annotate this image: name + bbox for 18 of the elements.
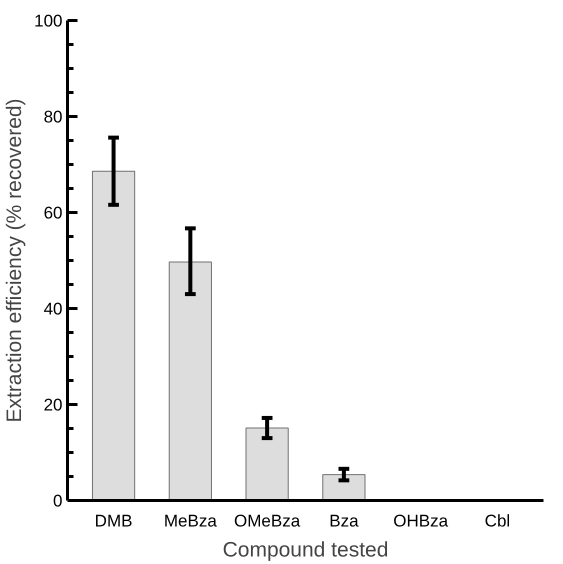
y-axis-title: Extraction efficiency (% recovered) — [3, 98, 26, 423]
x-tick-label: OHBza — [393, 512, 449, 530]
y-tick-label: 100 — [34, 12, 63, 30]
x-tick-label: Bza — [329, 512, 360, 530]
y-tick-label: 20 — [44, 396, 63, 414]
x-tick-label: DMB — [94, 512, 132, 530]
bar — [92, 170, 136, 500]
bar — [322, 474, 366, 500]
y-tick-label: 0 — [53, 492, 63, 510]
x-tick-label: OMeBza — [234, 512, 301, 530]
x-tick-label: Cbl — [484, 512, 510, 530]
x-axis-title: Compound tested — [222, 538, 388, 562]
bar — [168, 261, 212, 500]
bar — [246, 428, 289, 500]
y-tick-label: 40 — [44, 300, 63, 318]
x-tick-label: MeBza — [164, 512, 218, 530]
y-tick-label: 60 — [44, 204, 63, 222]
y-tick-label: 80 — [44, 108, 63, 126]
